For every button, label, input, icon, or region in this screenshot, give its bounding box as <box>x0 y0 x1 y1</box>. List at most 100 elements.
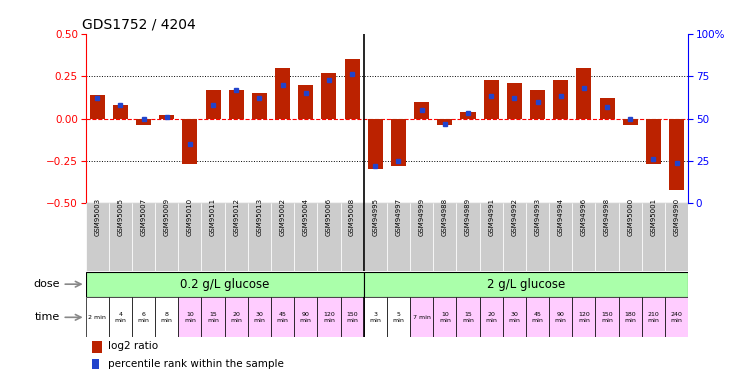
Text: 6
min: 6 min <box>138 312 150 323</box>
FancyBboxPatch shape <box>665 297 688 338</box>
Bar <box>623 118 638 125</box>
FancyBboxPatch shape <box>271 203 294 271</box>
Bar <box>228 90 244 118</box>
Text: GSM94989: GSM94989 <box>465 198 471 236</box>
Text: GSM94990: GSM94990 <box>673 198 679 236</box>
FancyBboxPatch shape <box>132 203 155 271</box>
Bar <box>507 83 522 118</box>
FancyBboxPatch shape <box>294 203 318 271</box>
Bar <box>159 115 174 118</box>
Text: GSM94997: GSM94997 <box>396 198 402 236</box>
FancyBboxPatch shape <box>526 297 549 338</box>
Bar <box>136 118 151 125</box>
Text: 8
min: 8 min <box>161 312 173 323</box>
Bar <box>646 118 661 164</box>
FancyBboxPatch shape <box>595 297 619 338</box>
Bar <box>669 118 684 190</box>
Text: GSM95011: GSM95011 <box>210 198 216 236</box>
Text: GSM94999: GSM94999 <box>419 198 425 236</box>
FancyBboxPatch shape <box>619 297 642 338</box>
FancyBboxPatch shape <box>318 203 341 271</box>
Text: GSM95002: GSM95002 <box>280 198 286 236</box>
FancyBboxPatch shape <box>202 297 225 338</box>
FancyBboxPatch shape <box>225 297 248 338</box>
Text: GSM95012: GSM95012 <box>233 198 240 236</box>
FancyBboxPatch shape <box>642 203 665 271</box>
Text: 2 min: 2 min <box>89 315 106 320</box>
Text: 7 min: 7 min <box>413 315 431 320</box>
FancyBboxPatch shape <box>109 297 132 338</box>
Bar <box>368 118 383 170</box>
FancyBboxPatch shape <box>595 203 619 271</box>
Text: GSM94991: GSM94991 <box>488 198 494 236</box>
FancyBboxPatch shape <box>572 297 595 338</box>
FancyBboxPatch shape <box>86 272 364 297</box>
FancyBboxPatch shape <box>341 297 364 338</box>
FancyBboxPatch shape <box>665 203 688 271</box>
Text: 45
min: 45 min <box>532 312 543 323</box>
FancyBboxPatch shape <box>619 203 642 271</box>
FancyBboxPatch shape <box>503 203 526 271</box>
Bar <box>89 95 105 118</box>
Text: GSM95013: GSM95013 <box>257 198 263 236</box>
FancyBboxPatch shape <box>549 297 572 338</box>
Text: 15
min: 15 min <box>462 312 474 323</box>
Bar <box>321 73 336 118</box>
FancyBboxPatch shape <box>179 203 202 271</box>
FancyBboxPatch shape <box>202 203 225 271</box>
FancyBboxPatch shape <box>433 203 456 271</box>
Bar <box>92 341 103 352</box>
FancyBboxPatch shape <box>433 297 456 338</box>
FancyBboxPatch shape <box>248 203 271 271</box>
Text: GSM94992: GSM94992 <box>511 198 517 236</box>
Text: 150
min: 150 min <box>601 312 613 323</box>
Text: GSM95005: GSM95005 <box>118 198 124 236</box>
Bar <box>437 118 452 125</box>
FancyBboxPatch shape <box>318 297 341 338</box>
FancyBboxPatch shape <box>387 203 410 271</box>
Text: 5
min: 5 min <box>393 312 405 323</box>
FancyBboxPatch shape <box>225 203 248 271</box>
Bar <box>600 98 615 118</box>
Bar <box>182 118 197 164</box>
Text: GSM94988: GSM94988 <box>442 198 448 236</box>
FancyBboxPatch shape <box>410 297 433 338</box>
FancyBboxPatch shape <box>456 297 480 338</box>
Text: 0.2 g/L glucose: 0.2 g/L glucose <box>180 278 269 291</box>
FancyBboxPatch shape <box>86 297 109 338</box>
FancyBboxPatch shape <box>480 203 503 271</box>
Text: GSM95006: GSM95006 <box>326 198 332 236</box>
FancyBboxPatch shape <box>410 203 433 271</box>
FancyBboxPatch shape <box>526 203 549 271</box>
FancyBboxPatch shape <box>86 203 109 271</box>
Text: GSM95007: GSM95007 <box>141 198 147 236</box>
Text: GSM95003: GSM95003 <box>94 198 100 236</box>
Text: GSM94993: GSM94993 <box>534 198 541 236</box>
Text: 180
min: 180 min <box>624 312 636 323</box>
FancyBboxPatch shape <box>364 203 387 271</box>
FancyBboxPatch shape <box>456 203 480 271</box>
FancyBboxPatch shape <box>341 203 364 271</box>
Bar <box>252 93 267 118</box>
FancyBboxPatch shape <box>179 297 202 338</box>
Text: time: time <box>35 312 60 322</box>
FancyBboxPatch shape <box>271 297 294 338</box>
FancyBboxPatch shape <box>364 297 387 338</box>
Bar <box>484 80 498 118</box>
FancyBboxPatch shape <box>155 297 179 338</box>
Text: 4
min: 4 min <box>115 312 126 323</box>
FancyBboxPatch shape <box>248 297 271 338</box>
Bar <box>205 90 220 118</box>
Text: GSM94996: GSM94996 <box>581 198 587 236</box>
Text: 90
min: 90 min <box>555 312 567 323</box>
Bar <box>298 85 313 118</box>
FancyBboxPatch shape <box>109 203 132 271</box>
Text: GSM95010: GSM95010 <box>187 198 193 236</box>
Text: 45
min: 45 min <box>277 312 289 323</box>
Bar <box>577 68 591 118</box>
Text: 120
min: 120 min <box>323 312 335 323</box>
Text: 30
min: 30 min <box>254 312 266 323</box>
Text: 240
min: 240 min <box>670 312 682 323</box>
FancyBboxPatch shape <box>364 272 688 297</box>
Text: 20
min: 20 min <box>485 312 497 323</box>
